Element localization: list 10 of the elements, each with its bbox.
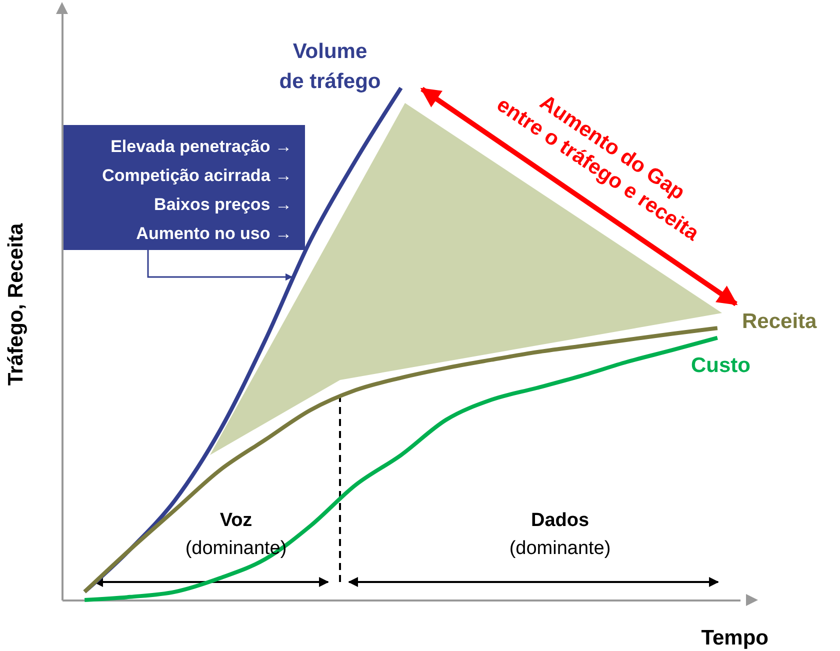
annotation: Dados (dominante) xyxy=(509,510,611,559)
series-label: Receita xyxy=(742,310,818,333)
series-label: Volume de tráfego xyxy=(279,40,381,93)
annotation: Competição acirrada → xyxy=(102,166,292,185)
annotation: Aumento no uso → xyxy=(136,224,292,243)
annotation: Baixos preços → xyxy=(154,195,292,214)
y-axis-title: Tráfego, Receita xyxy=(4,223,28,386)
x-axis-title: Tempo xyxy=(701,626,768,650)
series-label: Custo xyxy=(691,354,750,377)
annotation: Elevada penetração → xyxy=(110,137,292,156)
